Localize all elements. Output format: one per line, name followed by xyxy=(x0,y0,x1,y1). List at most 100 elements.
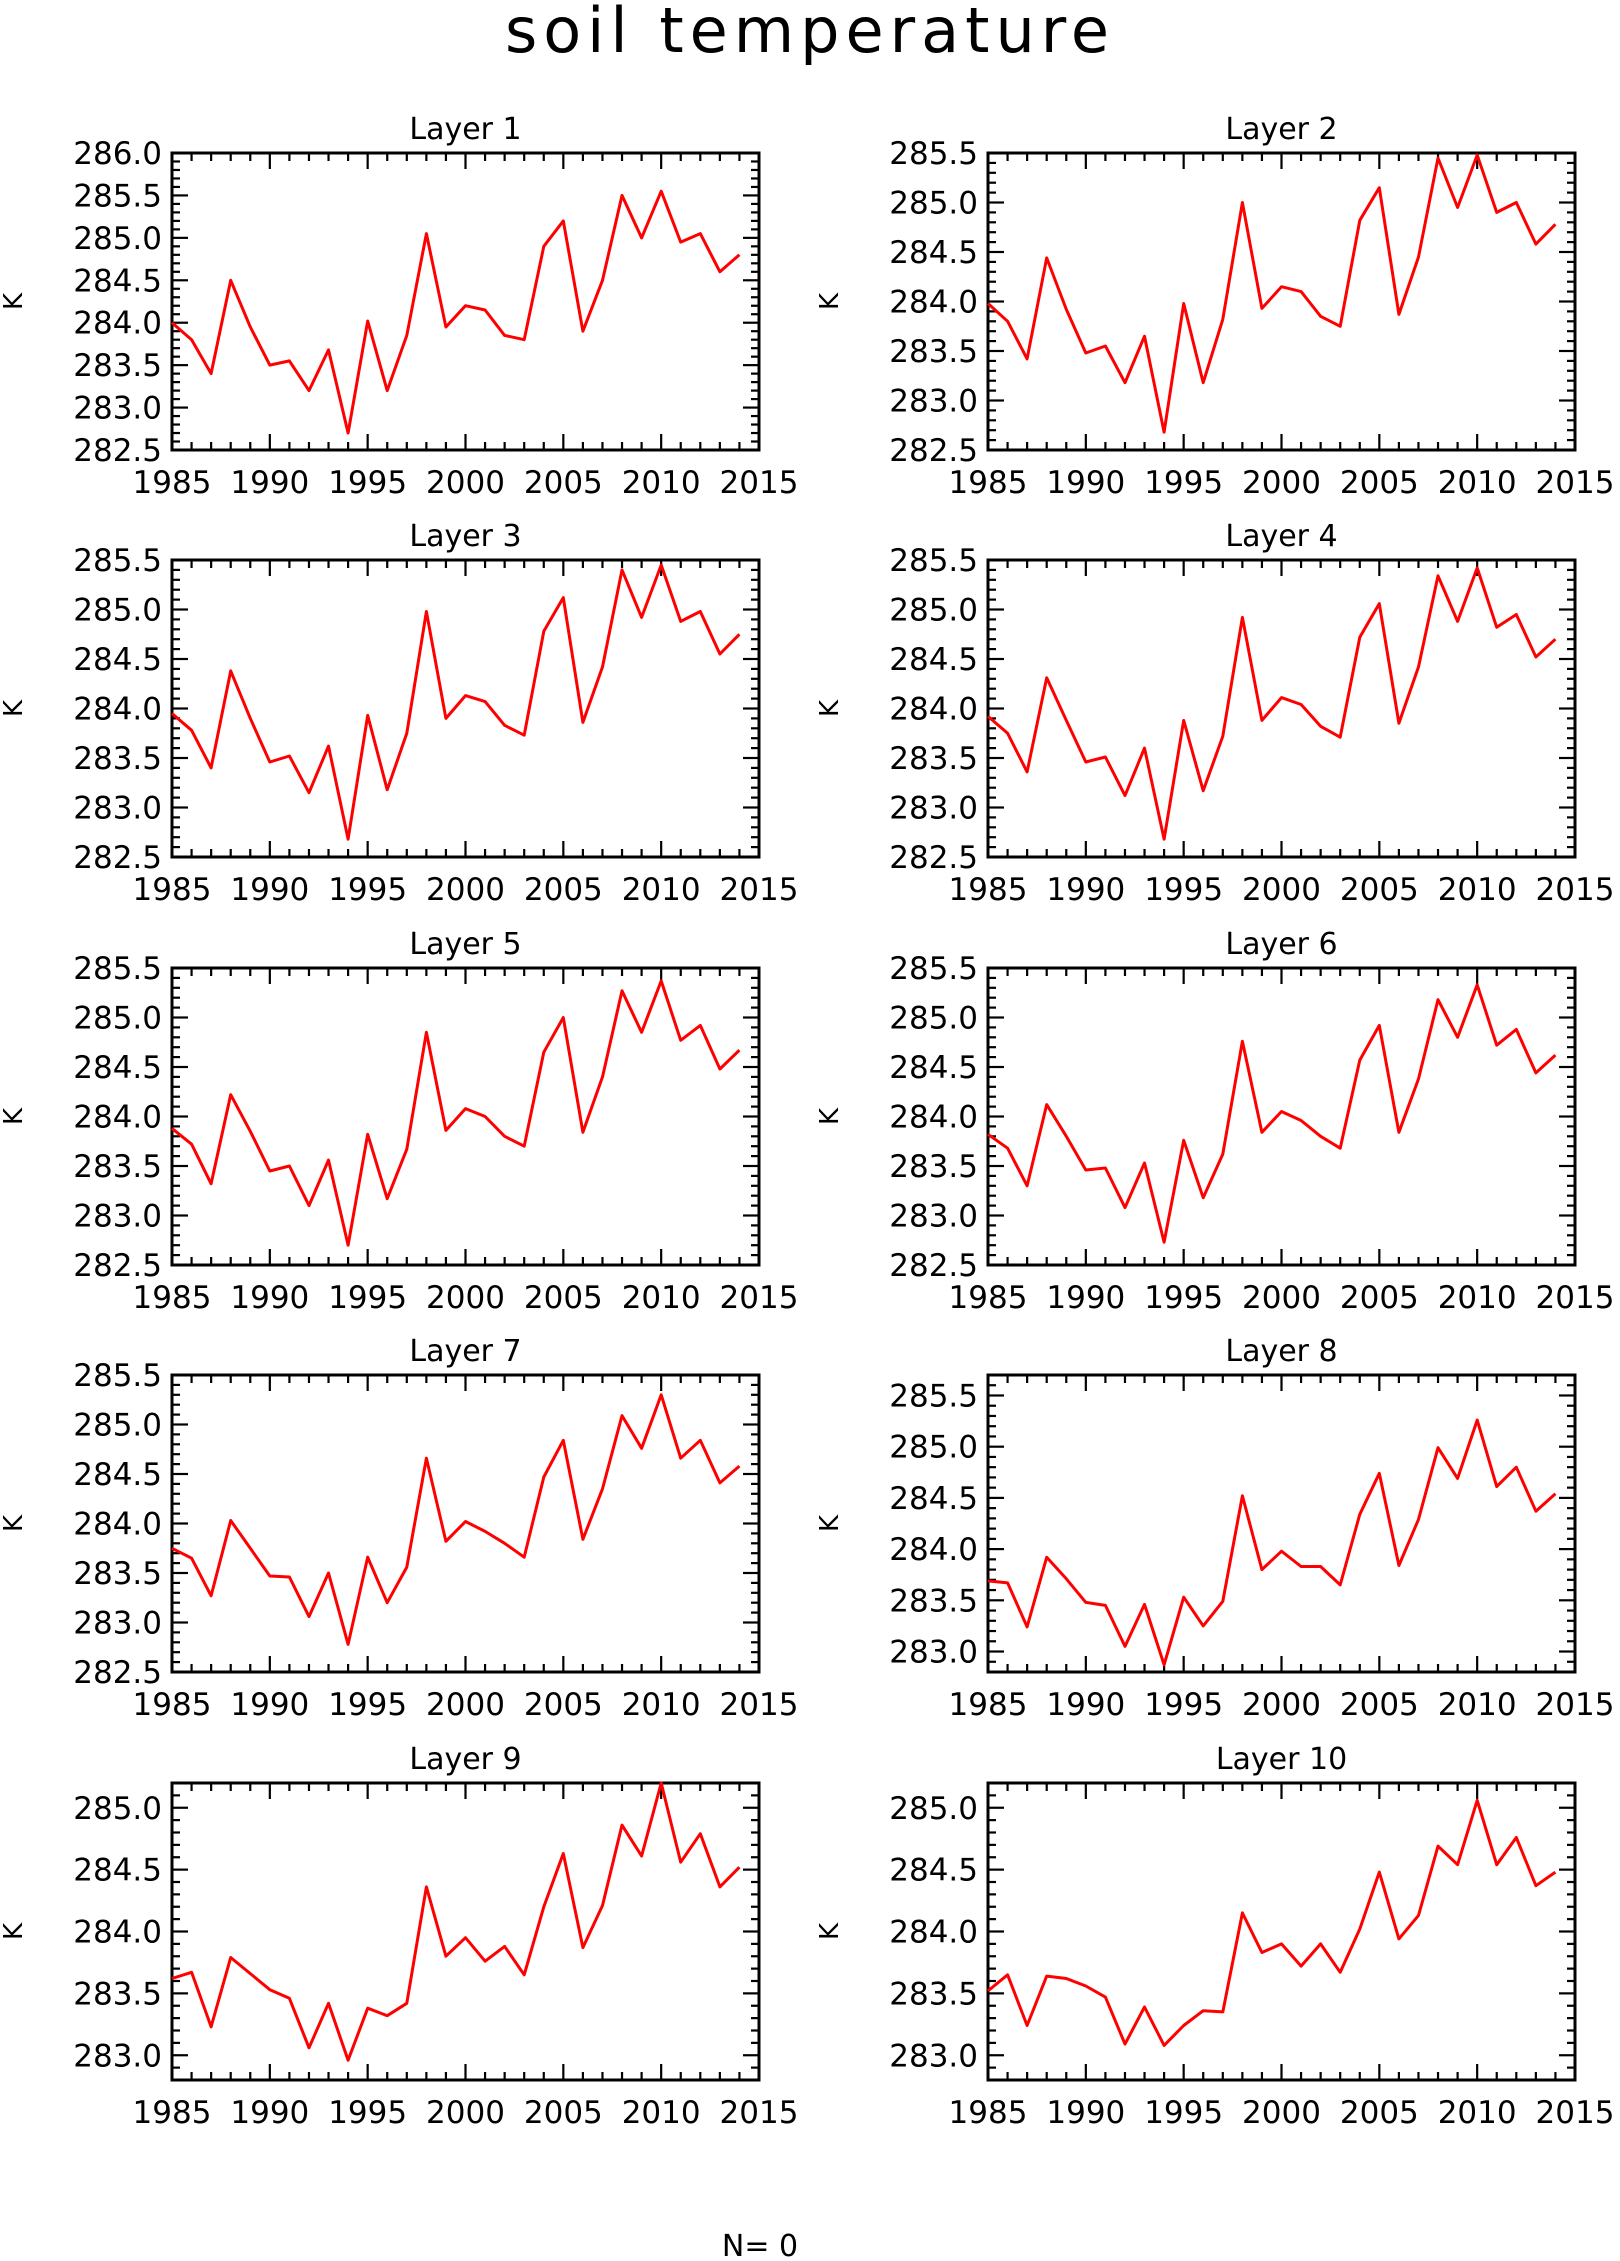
y-tick-label: 284.5 xyxy=(73,1853,162,1889)
x-tick-label: 1990 xyxy=(1046,1687,1125,1723)
x-tick-label: 1995 xyxy=(1144,2095,1223,2131)
temperature-series-line xyxy=(171,563,741,841)
y-tick-label: 286.0 xyxy=(73,136,162,172)
x-tick-label: 2005 xyxy=(1340,1687,1419,1723)
x-tick-label: 2010 xyxy=(622,2095,701,2131)
temperature-series-line xyxy=(987,983,1557,1244)
y-axis-label: K xyxy=(0,1922,29,1940)
panel-title: Layer 4 xyxy=(1225,519,1337,554)
panel-title: Layer 3 xyxy=(409,519,521,554)
x-tick-label: 1985 xyxy=(949,872,1028,908)
y-tick-label: 285.5 xyxy=(73,178,162,214)
x-tick-label: 1990 xyxy=(1046,465,1125,501)
y-tick-label: 283.5 xyxy=(73,348,162,384)
y-tick-label: 285.0 xyxy=(73,1001,162,1037)
y-tick-label: 283.0 xyxy=(73,391,162,427)
y-tick-label: 285.5 xyxy=(73,1358,162,1394)
y-tick-label: 283.0 xyxy=(889,1199,978,1235)
x-tick-label: 1995 xyxy=(1144,1280,1223,1316)
y-tick-label: 285.0 xyxy=(889,593,978,629)
y-tick-label: 283.0 xyxy=(889,384,978,420)
x-tick-label: 2005 xyxy=(524,872,603,908)
y-axis-label: K xyxy=(0,1107,29,1125)
x-tick-label: 1985 xyxy=(949,2095,1028,2131)
x-tick-label: 2000 xyxy=(426,872,505,908)
y-tick-label: 285.5 xyxy=(73,543,162,579)
y-tick-label: 284.0 xyxy=(889,1100,978,1136)
y-axis-label: K xyxy=(0,1514,29,1532)
x-tick-label: 1995 xyxy=(1144,872,1223,908)
panel-layer-2: Layer 2 1985 1990 1995 2000 2005 2010 2015 282.5… xyxy=(815,112,1614,501)
panel-layer-9: Layer 9 1985 1990 1995 2000 2005 2010 2015 283.0… xyxy=(0,1742,798,2131)
x-tick-label: 1995 xyxy=(328,1280,407,1316)
temperature-series-line xyxy=(171,189,741,435)
y-tick-label: 284.5 xyxy=(73,1050,162,1086)
x-tick-label: 1985 xyxy=(133,1280,212,1316)
x-tick-label: 2000 xyxy=(1242,2095,1321,2131)
y-axis-label: K xyxy=(0,699,29,717)
y-tick-label: 284.5 xyxy=(73,1457,162,1493)
panel-layer-1: Layer 1 1985 1990 1995 2000 2005 2010 2015 282.5… xyxy=(0,112,798,501)
x-tick-label: 2000 xyxy=(1242,872,1321,908)
panel-title: Layer 8 xyxy=(1225,1334,1337,1369)
x-tick-label: 2010 xyxy=(622,872,701,908)
y-tick-label: 283.5 xyxy=(889,1149,978,1185)
y-tick-label: 284.0 xyxy=(73,1915,162,1951)
x-tick-label: 2010 xyxy=(622,465,701,501)
y-tick-label: 283.5 xyxy=(889,1976,978,2012)
y-tick-label: 282.5 xyxy=(73,433,162,469)
x-tick-label: 1990 xyxy=(230,872,309,908)
y-tick-label: 285.0 xyxy=(73,1791,162,1827)
panel-layer-5: Layer 5 1985 1990 1995 2000 2005 2010 2015 282.5… xyxy=(0,927,798,1316)
y-tick-label: 283.0 xyxy=(889,1635,978,1671)
y-tick-label: 283.0 xyxy=(73,1199,162,1235)
x-tick-label: 2000 xyxy=(426,2095,505,2131)
y-tick-label: 284.5 xyxy=(73,263,162,299)
y-tick-label: 284.0 xyxy=(889,285,978,321)
x-tick-label: 2005 xyxy=(524,1280,603,1316)
x-tick-label: 2015 xyxy=(720,872,799,908)
x-tick-label: 2015 xyxy=(1536,1687,1615,1723)
y-tick-label: 283.5 xyxy=(73,1556,162,1592)
y-tick-label: 285.5 xyxy=(889,1378,978,1414)
x-tick-label: 1995 xyxy=(1144,1687,1223,1723)
panel-layer-8: Layer 8 1985 1990 1995 2000 2005 2010 2015 283.0… xyxy=(815,1334,1614,1723)
x-tick-label: 2010 xyxy=(1438,872,1517,908)
x-tick-label: 1985 xyxy=(133,2095,212,2131)
y-tick-label: 285.0 xyxy=(73,593,162,629)
panel-title: Layer 2 xyxy=(1225,112,1337,147)
y-tick-label: 283.5 xyxy=(73,1149,162,1185)
panel-title: Layer 1 xyxy=(409,112,521,147)
x-tick-label: 2005 xyxy=(1340,1280,1419,1316)
y-tick-label: 284.5 xyxy=(889,1481,978,1517)
y-tick-label: 283.0 xyxy=(889,2038,978,2074)
x-tick-label: 2010 xyxy=(622,1280,701,1316)
y-tick-label: 284.0 xyxy=(889,1532,978,1568)
x-tick-label: 2015 xyxy=(1536,1280,1615,1316)
panel-layer-4: Layer 4 1985 1990 1995 2000 2005 2010 2015 282.5… xyxy=(815,519,1614,908)
y-tick-label: 283.5 xyxy=(73,741,162,777)
y-tick-label: 282.5 xyxy=(73,840,162,876)
x-tick-label: 1995 xyxy=(328,2095,407,2131)
x-tick-label: 2010 xyxy=(1438,465,1517,501)
panel-title: Layer 5 xyxy=(409,927,521,962)
y-axis-label: K xyxy=(815,292,845,310)
x-tick-label: 2000 xyxy=(1242,1280,1321,1316)
y-tick-label: 283.0 xyxy=(73,2038,162,2074)
x-tick-label: 2010 xyxy=(1438,2095,1517,2131)
y-tick-label: 284.0 xyxy=(73,692,162,728)
panel-title: Layer 6 xyxy=(1225,927,1337,962)
panel-title: Layer 7 xyxy=(409,1334,521,1369)
temperature-series-line xyxy=(171,1393,741,1646)
panel-title: Layer 10 xyxy=(1216,1742,1347,1777)
y-tick-label: 284.0 xyxy=(889,1915,978,1951)
temperature-series-line xyxy=(986,153,1557,434)
y-tick-label: 285.0 xyxy=(889,186,978,222)
x-tick-label: 2015 xyxy=(720,2095,799,2131)
x-tick-label: 1985 xyxy=(949,1280,1028,1316)
temperature-series-line xyxy=(987,1798,1557,2047)
temperature-series-line xyxy=(171,979,741,1247)
y-tick-label: 284.0 xyxy=(73,1100,162,1136)
y-axis-label: K xyxy=(815,1922,845,1940)
